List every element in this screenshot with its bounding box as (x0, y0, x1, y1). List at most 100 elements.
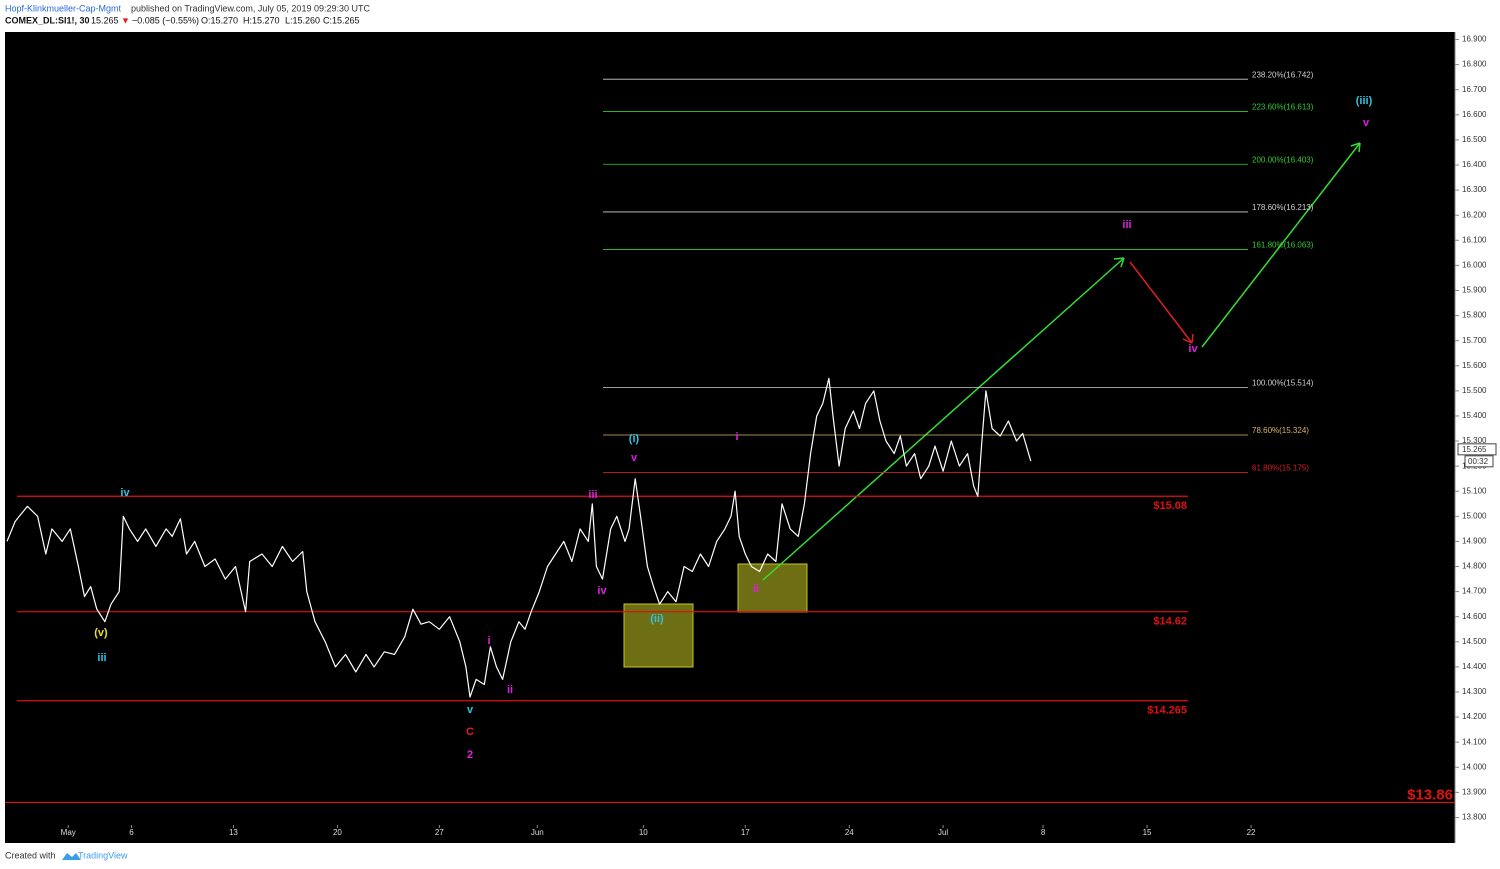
wave-label: iii (97, 652, 106, 664)
open: O:15.270 (201, 15, 238, 25)
y-tick-label: 16.800 (1462, 60, 1487, 69)
fib-label: 223.60%(16.613) (1252, 103, 1314, 112)
y-tick-label: 13.900 (1462, 787, 1487, 796)
y-tick-label: 16.300 (1462, 185, 1487, 194)
logo (62, 853, 81, 860)
countdown-box (1464, 455, 1494, 468)
y-tick-label: 14.400 (1462, 662, 1487, 671)
y-tick-label: 14.000 (1462, 762, 1487, 771)
projection (762, 142, 1361, 581)
y-tick-label: 14.700 (1462, 587, 1487, 596)
high: H:15.270 (243, 15, 280, 25)
low: L:15.260 (285, 15, 320, 25)
y-tick-label: 15.300 (1462, 436, 1487, 445)
y-tick-label: 15.000 (1462, 511, 1487, 520)
y-tick-label: 14.100 (1462, 737, 1487, 746)
x-tick-label: Jul (938, 828, 948, 837)
created-with: Created with (5, 850, 56, 860)
wave-label: C (466, 726, 474, 738)
last-price: 15.265 (91, 15, 119, 25)
zone-box (623, 603, 694, 668)
y-tick-label: 15.800 (1462, 311, 1487, 320)
level-label: $13.86 (1407, 786, 1453, 803)
x-tick-label: 27 (435, 828, 444, 837)
arrow-head (1182, 333, 1194, 344)
y-tick-label: 16.400 (1462, 160, 1487, 169)
x-tick-label: 15 (1143, 828, 1152, 837)
wave-label: (v) (94, 627, 108, 639)
fib-label: 161.80%(16.063) (1252, 241, 1314, 250)
projection-line (762, 257, 1125, 581)
wave-label: ii (753, 583, 759, 595)
wave-label: iv (597, 585, 607, 597)
x-tick-label: 8 (1041, 828, 1046, 837)
brand: TradingView (78, 850, 128, 860)
y-tick-label: 14.300 (1462, 687, 1487, 696)
wave-label: iv (120, 487, 130, 499)
countdown: 00:32 (1468, 457, 1489, 466)
x-tick-label: 13 (229, 828, 238, 837)
level-label: $15.08 (1153, 500, 1187, 512)
level-label: $14.62 (1153, 616, 1187, 628)
y-tick-label: 16.600 (1462, 110, 1487, 119)
arrow-head (1113, 257, 1125, 268)
x-tick-label: 6 (129, 828, 134, 837)
y-tick-label: 14.800 (1462, 562, 1487, 571)
author: Hopf-Klinkmueller-Cap-Mgmt (5, 3, 122, 13)
x-tick-label: 22 (1247, 828, 1256, 837)
wave-label: iii (588, 489, 597, 501)
y-tick-label: 16.700 (1462, 85, 1487, 94)
x-tick-label: 20 (333, 828, 342, 837)
price-tag-box (1457, 443, 1497, 456)
y-tick-label: 15.700 (1462, 336, 1487, 345)
y-tick-label: 13.800 (1462, 813, 1487, 822)
y-tick-label: 16.500 (1462, 135, 1487, 144)
price-line (6, 377, 1032, 698)
fib-label: 200.00%(16.403) (1252, 155, 1314, 164)
wave-label: iv (1188, 343, 1198, 355)
wave-label: v (631, 452, 638, 464)
price-tag: 15.265 (1462, 445, 1487, 454)
x-tick-label: 10 (639, 828, 648, 837)
symbol: COMEX_DL:SI1!, 30 (5, 15, 90, 25)
arrow-head (1350, 142, 1361, 153)
fib-label: 100.00%(15.514) (1252, 378, 1314, 387)
y-tick-label: 14.200 (1462, 712, 1487, 721)
y-tick-label: 15.900 (1462, 286, 1487, 295)
y-tick-label: 14.500 (1462, 637, 1487, 646)
y-tick-label: 15.100 (1462, 486, 1487, 495)
y-tick-label: 16.100 (1462, 235, 1487, 244)
y-tick-label: 14.600 (1462, 612, 1487, 621)
projection-line (1201, 142, 1361, 348)
fib-label: 61.80%(15.175) (1252, 464, 1309, 473)
y-tick-label: 16.900 (1462, 35, 1487, 44)
y-tick-label: 15.500 (1462, 386, 1487, 395)
x-tick-label: May (61, 828, 76, 837)
wave-label: (ii) (650, 613, 664, 625)
wave-label: v (1363, 117, 1370, 129)
y-tick-label: 15.400 (1462, 411, 1487, 420)
close: C:15.265 (323, 15, 360, 25)
y-tick-label: 16.000 (1462, 260, 1487, 269)
fib-label: 178.60%(16.213) (1252, 203, 1314, 212)
x-tick-label: 17 (741, 828, 750, 837)
wave-label: v (467, 704, 474, 716)
x-tick-label: Jun (531, 828, 544, 837)
fib-label: 78.60%(15.324) (1252, 426, 1309, 435)
fib-label: 238.20%(16.742) (1252, 70, 1314, 79)
published: published on TradingView.com, July 05, 2… (131, 3, 370, 13)
y-tick-label: 15.600 (1462, 361, 1487, 370)
level-label: $14.265 (1147, 705, 1187, 717)
wave-label: 2 (467, 749, 473, 761)
wave-label: (i) (629, 433, 640, 445)
wave-label: i (735, 431, 738, 443)
change: −0.085 (−0.55%) (132, 15, 199, 25)
wave-label: (iii) (1356, 95, 1373, 107)
y-tick-label: 16.200 (1462, 210, 1487, 219)
plot-area (5, 32, 1455, 843)
wave-label: iii (1122, 219, 1131, 231)
change-arrow: ▼ (121, 15, 130, 25)
wave-label: ii (507, 684, 513, 696)
